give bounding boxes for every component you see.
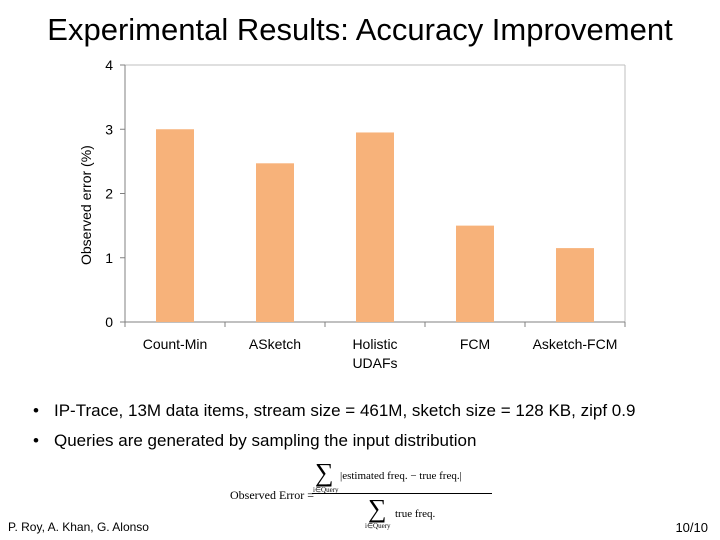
footer-authors: P. Roy, A. Khan, G. Alonso [8, 520, 149, 534]
y-tick-label: 4 [105, 57, 113, 73]
bar [556, 248, 594, 322]
y-tick-label: 3 [105, 121, 113, 137]
bar [156, 129, 194, 322]
x-tick-label: FCM [460, 336, 490, 352]
y-tick-label: 0 [105, 314, 113, 330]
denominator-sum-index: i∈Query [365, 522, 391, 530]
y-axis-title: Observed error (%) [78, 145, 94, 265]
page-number: 10/10 [675, 520, 708, 535]
sigma-icon: ∑ [368, 494, 387, 523]
bar [456, 225, 494, 322]
bar-chart: 0 1 2 3 4 Count-Min ASketch Holistic UDAFs FCM Ask… [105, 57, 626, 371]
x-tick-label: Holistic UDAFs [352, 336, 397, 371]
slide-title: Experimental Results: Accuracy Improveme… [47, 12, 673, 47]
bar [356, 132, 394, 322]
formula-lhs: Observed Error = [230, 488, 315, 502]
bullet-dot-icon: • [33, 401, 39, 420]
x-tick-label: ASketch [249, 336, 301, 352]
x-tick-label: Asketch-FCM [533, 336, 618, 352]
x-tick-label: Count-Min [143, 336, 208, 352]
numerator-sum-index: i∈Query [313, 486, 339, 494]
bar [256, 163, 294, 322]
bullet-list: • IP-Trace, 13M data items, stream size =… [30, 396, 635, 456]
y-tick-label: 1 [105, 250, 113, 266]
fraction-bar [312, 493, 492, 494]
formula-denominator: true freq. [395, 508, 436, 520]
sigma-icon: ∑ [315, 458, 334, 487]
formula-numerator: |estimated freq. − true freq.| [340, 470, 462, 482]
bullet-item: • Queries are generated by sampling the i… [30, 426, 635, 456]
bullet-item: • IP-Trace, 13M data items, stream size =… [30, 396, 635, 426]
bullet-dot-icon: • [33, 431, 39, 450]
y-tick-label: 2 [105, 186, 113, 202]
